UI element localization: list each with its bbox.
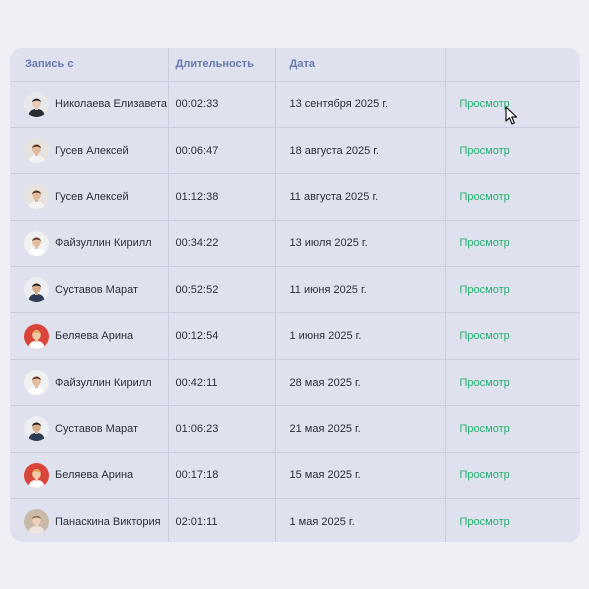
avatar xyxy=(24,416,49,442)
cell-actions: Просмотр xyxy=(445,452,580,500)
avatar xyxy=(24,184,49,210)
participant-name: Суставов Марат xyxy=(55,422,139,435)
view-link[interactable]: Просмотр xyxy=(459,190,510,203)
view-link[interactable]: Просмотр xyxy=(459,283,510,296)
cell-date: 18 августа 2025 г. xyxy=(275,127,446,175)
participant: Беляева Арина xyxy=(24,323,168,349)
column-header-duration[interactable]: Длительность xyxy=(168,48,276,82)
participant-name: Файзуллин Кирилл xyxy=(55,237,152,250)
cell-duration: 00:06:47 xyxy=(168,127,276,175)
participant: Суставов Марат xyxy=(24,416,168,442)
participant-name: Беляева Арина xyxy=(55,330,134,343)
table-row[interactable]: Беляева Арина 00:12:54 1 июня 2025 г. Просм… xyxy=(10,312,580,360)
recordings-table-card: Запись с Длительность Дата Николаева Ели… xyxy=(10,48,580,542)
cell-actions: Просмотр xyxy=(445,266,580,314)
table-row[interactable]: Николаева Елизавета 00:02:33 13 сентября 2… xyxy=(10,81,580,128)
avatar xyxy=(24,91,49,117)
cell-recording-with: Суставов Марат xyxy=(10,266,169,314)
cell-duration: 00:17:18 xyxy=(168,452,276,500)
table-row[interactable]: Файзуллин Кирилл 00:42:11 28 мая 2025 г. Пр… xyxy=(10,359,580,407)
cell-duration: 00:34:22 xyxy=(168,220,276,268)
cell-recording-with: Беляева Арина xyxy=(10,452,169,500)
avatar xyxy=(24,509,49,535)
avatar xyxy=(24,230,49,256)
cell-recording-with: Беляева Арина xyxy=(10,312,169,360)
participant: Панаскина Виктория xyxy=(24,509,168,535)
avatar xyxy=(24,370,49,396)
cell-date: 1 мая 2025 г. xyxy=(275,498,446,542)
table-body: Николаева Елизавета 00:02:33 13 сентября 2… xyxy=(10,81,580,542)
cell-recording-with: Панаскина Виктория xyxy=(10,498,169,542)
cell-date: 28 мая 2025 г. xyxy=(275,359,446,407)
table-header: Запись с Длительность Дата xyxy=(10,48,580,82)
participant-name: Файзуллин Кирилл xyxy=(55,376,152,389)
cell-duration: 01:06:23 xyxy=(168,405,276,453)
view-link[interactable]: Просмотр xyxy=(459,422,510,435)
view-link[interactable]: Просмотр xyxy=(459,376,510,389)
table-row[interactable]: Суставов Марат 00:52:52 11 июня 2025 г. Про… xyxy=(10,266,580,314)
cell-recording-with: Суставов Марат xyxy=(10,405,169,453)
cell-recording-with: Файзуллин Кирилл xyxy=(10,220,169,268)
column-header-date[interactable]: Дата xyxy=(275,48,446,82)
cell-actions: Просмотр xyxy=(445,220,580,268)
participant-name: Гусев Алексей xyxy=(55,144,129,157)
column-header-recording-with[interactable]: Запись с xyxy=(10,48,169,82)
cell-duration: 00:52:52 xyxy=(168,266,276,314)
cell-actions: Просмотр xyxy=(445,405,580,453)
cell-actions: Просмотр xyxy=(445,81,580,128)
table-row[interactable]: Гусев Алексей 00:06:47 18 августа 2025 г. П… xyxy=(10,127,580,175)
view-link[interactable]: Просмотр xyxy=(459,144,510,157)
participant: Файзуллин Кирилл xyxy=(24,230,168,256)
participant: Николаева Елизавета xyxy=(24,91,168,117)
avatar xyxy=(24,323,49,349)
cell-date: 11 июня 2025 г. xyxy=(275,266,446,314)
cell-actions: Просмотр xyxy=(445,359,580,407)
cell-recording-with: Файзуллин Кирилл xyxy=(10,359,169,407)
view-link[interactable]: Просмотр xyxy=(459,469,510,482)
cell-recording-with: Николаева Елизавета xyxy=(10,81,169,128)
participant-name: Николаева Елизавета xyxy=(55,98,168,111)
table-row[interactable]: Беляева Арина 00:17:18 15 мая 2025 г. Просм… xyxy=(10,452,580,500)
cell-date: 11 августа 2025 г. xyxy=(275,173,446,221)
cell-recording-with: Гусев Алексей xyxy=(10,173,169,221)
table-row[interactable]: Гусев Алексей 01:12:38 11 августа 2025 г. П… xyxy=(10,173,580,221)
participant-name: Суставов Марат xyxy=(55,283,139,296)
view-link[interactable]: Просмотр xyxy=(459,237,510,250)
participant: Гусев Алексей xyxy=(24,138,168,164)
avatar xyxy=(24,277,49,303)
recordings-table: Запись с Длительность Дата Николаева Ели… xyxy=(10,48,580,542)
cell-date: 13 июля 2025 г. xyxy=(275,220,446,268)
arrow-pointer-icon xyxy=(505,106,518,125)
view-link[interactable]: Просмотр xyxy=(459,98,510,111)
view-link[interactable]: Просмотр xyxy=(459,330,510,343)
cell-date: 15 мая 2025 г. xyxy=(275,452,446,500)
cell-actions: Просмотр xyxy=(445,499,580,542)
cell-actions: Просмотр xyxy=(445,173,580,221)
view-link[interactable]: Просмотр xyxy=(459,515,510,528)
cell-date: 21 мая 2025 г. xyxy=(275,405,446,453)
cell-actions: Просмотр xyxy=(445,127,580,175)
avatar xyxy=(24,462,49,488)
participant: Суставов Марат xyxy=(24,277,168,303)
cell-duration: 00:12:54 xyxy=(168,312,276,360)
cell-duration: 00:42:11 xyxy=(168,359,276,407)
cell-date: 1 июня 2025 г. xyxy=(275,312,446,360)
participant: Гусев Алексей xyxy=(24,184,168,210)
cell-date: 13 сентября 2025 г. xyxy=(275,81,446,128)
participant: Беляева Арина xyxy=(24,462,168,488)
participant-name: Гусев Алексей xyxy=(55,190,129,203)
avatar xyxy=(24,138,49,164)
cell-recording-with: Гусев Алексей xyxy=(10,127,169,175)
cell-duration: 01:12:38 xyxy=(168,173,276,221)
participant-name: Беляева Арина xyxy=(55,469,134,482)
table-row[interactable]: Суставов Марат 01:06:23 21 мая 2025 г. Прос… xyxy=(10,405,580,453)
column-header-actions xyxy=(445,48,580,82)
table-row[interactable]: Панаскина Виктория 02:01:11 1 мая 2025 г. П… xyxy=(10,498,580,542)
participant: Файзуллин Кирилл xyxy=(24,370,168,396)
cell-actions: Просмотр xyxy=(445,312,580,360)
cell-duration: 02:01:11 xyxy=(168,498,276,542)
cell-duration: 00:02:33 xyxy=(168,81,276,128)
participant-name: Панаскина Виктория xyxy=(55,515,161,528)
table-row[interactable]: Файзуллин Кирилл 00:34:22 13 июля 2025 г. П… xyxy=(10,220,580,268)
